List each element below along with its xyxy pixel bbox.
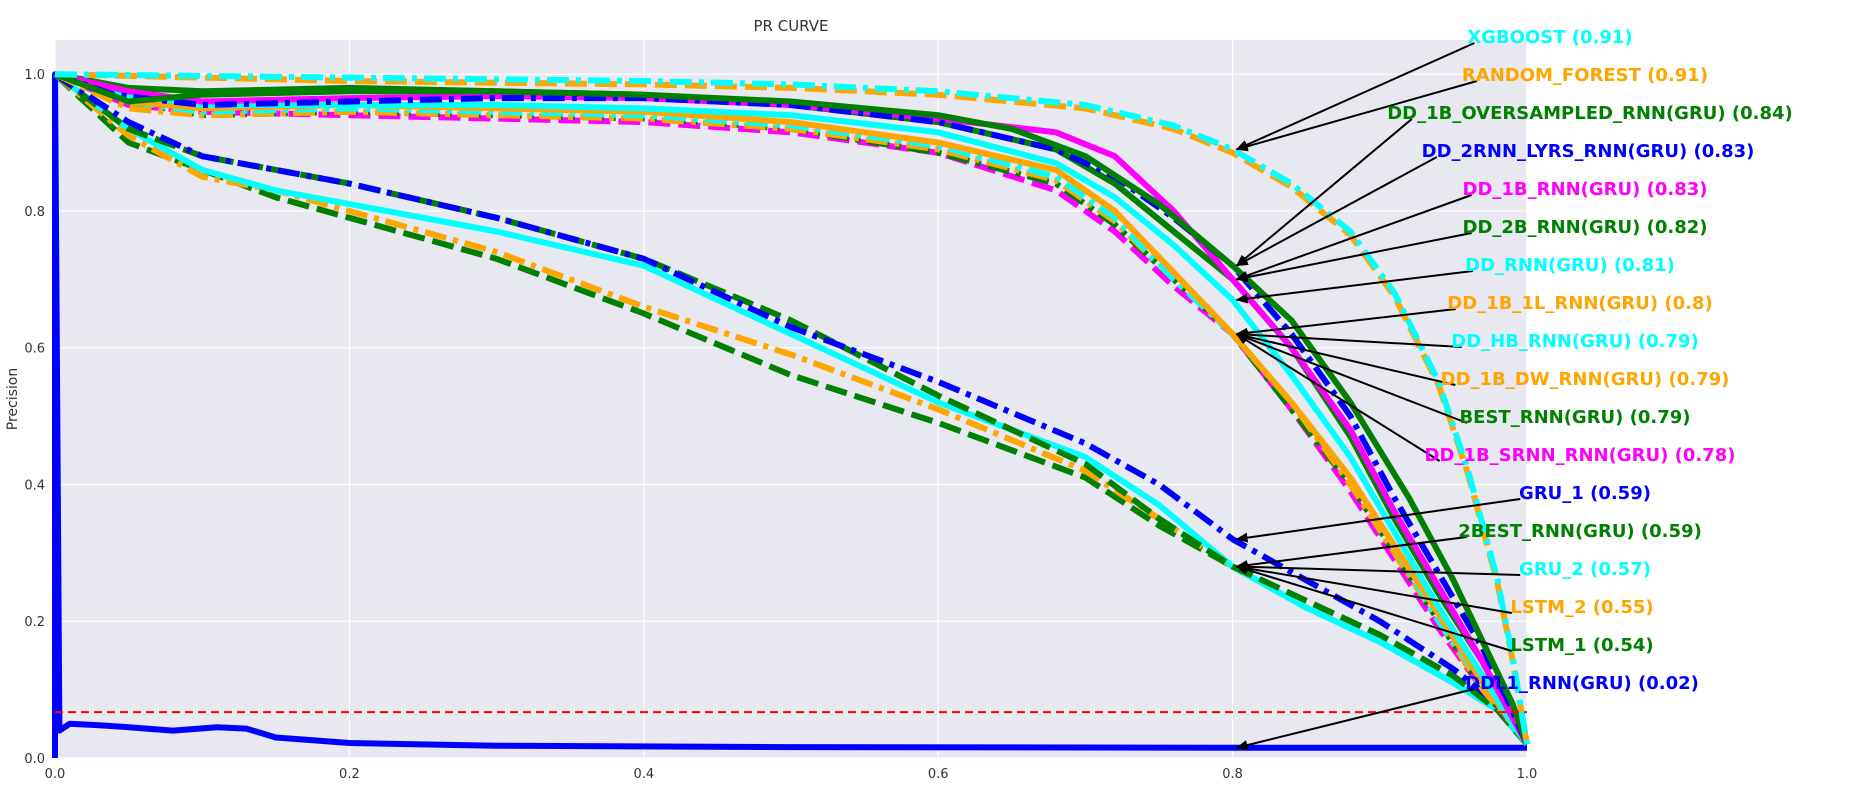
annotation-label: DD_2B_RNN(GRU) (0.82) — [1463, 217, 1708, 238]
annotation-label: DD_2RNN_LYRS_RNN(GRU) (0.83) — [1422, 141, 1755, 162]
annotation-arrow — [1235, 270, 1473, 304]
x-tick-label: 0.4 — [633, 767, 654, 782]
annotation-arrow — [1235, 232, 1472, 283]
annotation-label: DD_1B_SRNN_RNN(GRU) (0.78) — [1425, 445, 1736, 466]
y-tick-label: 0.6 — [24, 342, 45, 357]
annotation-label: 2BEST_RNN(GRU) (0.59) — [1458, 521, 1702, 542]
x-tick-label: 1.0 — [1517, 767, 1538, 782]
chart-title: PR CURVE — [753, 17, 828, 35]
series-line — [53, 71, 1530, 747]
series-line — [54, 71, 1530, 745]
y-tick-label: 0.4 — [24, 478, 45, 493]
annotation-label: DD_RNN(GRU) (0.81) — [1465, 255, 1675, 276]
annotation-label: DD_HB_RNN(GRU) (0.79) — [1451, 331, 1699, 352]
y-tick-label: 0.2 — [24, 615, 45, 630]
annotation-label: GRU_2 (0.57) — [1519, 559, 1651, 580]
annotation-label: DDL1_RNN(GRU) (0.02) — [1465, 673, 1699, 694]
annotation-label: LSTM_1 (0.54) — [1510, 635, 1653, 656]
annotation-arrow — [1235, 331, 1456, 386]
series-line — [53, 71, 1530, 746]
annotation-arrow — [1235, 333, 1468, 424]
annotation-label: DD_1B_1L_RNN(GRU) (0.8) — [1447, 293, 1712, 314]
annotation-label: DD_1B_OVERSAMPLED_RNN(GRU) (0.84) — [1387, 103, 1793, 124]
tick-labels: 0.0 0.2 0.4 0.6 0.8 1.0 0.0 0.2 0.4 0.6 0.8 1.0 — [24, 68, 1537, 782]
x-tick-label: 0.8 — [1222, 767, 1243, 782]
annotation-arrow — [1235, 194, 1472, 281]
y-tick-label: 0.8 — [24, 205, 45, 220]
annotation-label: RANDOM_FOREST (0.91) — [1462, 65, 1708, 86]
series-line — [53, 71, 1530, 747]
annotation-arrow — [1235, 536, 1467, 571]
annotation-arrow — [1235, 561, 1521, 576]
y-axis-label: Precision — [5, 368, 21, 430]
annotation-label: DD_1B_DW_RNN(GRU) (0.79) — [1441, 369, 1730, 390]
annotation-arrow — [1235, 308, 1456, 338]
y-tick-label: 0.0 — [24, 752, 45, 767]
annotation-arrow — [1235, 563, 1512, 614]
annotation-label: DD_1B_RNN(GRU) (0.83) — [1463, 179, 1708, 200]
annotation-arrow — [1235, 333, 1441, 462]
annotation-arrow — [1235, 156, 1438, 267]
annotation-label: LSTM_2 (0.55) — [1510, 597, 1653, 618]
series-line — [54, 71, 1530, 746]
annotation-arrow — [1235, 688, 1475, 750]
annotations: XGBOOST (0.91) RANDOM_FOREST (0.91) DD_1B_… — [1235, 27, 1793, 750]
series-line — [54, 71, 1530, 746]
annotation-label: BEST_RNN(GRU) (0.79) — [1459, 407, 1690, 428]
grid-lines — [54, 40, 1528, 759]
series-lines — [52, 71, 1530, 758]
annotation-arrow — [1235, 498, 1521, 543]
annotation-arrow — [1235, 118, 1413, 267]
x-tick-label: 0.6 — [928, 767, 949, 782]
x-tick-label: 0.2 — [339, 767, 360, 782]
series-line — [54, 71, 1530, 747]
annotation-arrow — [1235, 42, 1475, 151]
x-tick-label: 0.0 — [45, 767, 66, 782]
annotation-arrow — [1235, 329, 1462, 348]
annotation-label: GRU_1 (0.59) — [1519, 483, 1651, 504]
y-tick-label: 1.0 — [24, 68, 45, 83]
series-line — [53, 71, 1530, 747]
annotation-label: XGBOOST (0.91) — [1467, 27, 1632, 48]
series-line — [52, 71, 1527, 758]
annotation-arrow — [1235, 80, 1478, 152]
annotation-arrow — [1235, 564, 1513, 652]
